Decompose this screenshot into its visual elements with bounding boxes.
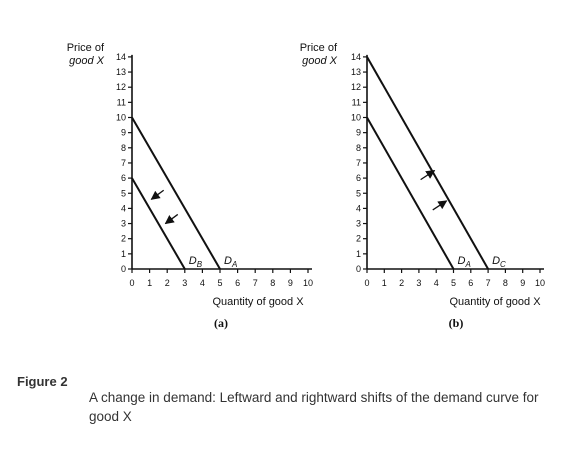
curve-label-sub: B xyxy=(197,260,203,269)
x-tick-label: 3 xyxy=(182,278,187,288)
shift-arrow xyxy=(150,189,165,200)
y-tick-label: 6 xyxy=(121,173,126,183)
x-tick-label: 10 xyxy=(303,278,313,288)
x-tick-label: 1 xyxy=(382,278,387,288)
x-tick-label: 4 xyxy=(434,278,439,288)
curve-label-main: D xyxy=(189,255,197,267)
y-tick-label: 8 xyxy=(356,143,361,153)
y-tick-label: 7 xyxy=(356,158,361,168)
y-tick-label: 11 xyxy=(117,97,126,107)
y-tick-label: 1 xyxy=(356,249,361,259)
curve-label-db: DB xyxy=(189,255,203,269)
shift-arrow xyxy=(164,213,179,225)
x-tick-label: 3 xyxy=(416,278,421,288)
y-axis-label-line2: good X xyxy=(69,55,105,67)
curve-label-main: D xyxy=(458,255,466,267)
y-tick-label: 0 xyxy=(121,264,126,274)
x-tick-label: 10 xyxy=(535,278,545,288)
y-tick-label: 3 xyxy=(121,219,126,229)
demand-curve-da xyxy=(131,116,221,270)
x-tick-label: 5 xyxy=(217,278,222,288)
x-tick-label: 6 xyxy=(468,278,473,288)
x-tick-label: 0 xyxy=(364,278,369,288)
y-tick-label: 8 xyxy=(121,143,126,153)
y-tick-label: 1 xyxy=(121,249,126,259)
curve-label-da: DA xyxy=(224,255,237,269)
x-tick-label: 2 xyxy=(399,278,404,288)
x-tick-label: 4 xyxy=(200,278,205,288)
x-axis-label: Quantity of good X xyxy=(212,296,304,308)
y-tick-label: 13 xyxy=(351,67,361,77)
curve-label-main: D xyxy=(492,255,500,267)
x-tick-label: 8 xyxy=(503,278,508,288)
y-tick-label: 6 xyxy=(356,173,361,183)
chart-panel-b: Price of good X Quantity of good X (b) 0… xyxy=(300,42,545,330)
y-tick-label: 4 xyxy=(121,203,126,213)
curve-label-sub: C xyxy=(500,260,506,269)
shift-arrow xyxy=(432,200,448,211)
y-tick-label: 10 xyxy=(351,113,361,123)
panel-label: (a) xyxy=(214,316,228,330)
y-tick-label: 3 xyxy=(356,219,361,229)
x-tick-label: 8 xyxy=(270,278,275,288)
demand-curve-dc xyxy=(366,56,489,270)
y-tick-label: 13 xyxy=(116,67,126,77)
curve-label-da: DA xyxy=(458,255,471,269)
y-tick-label: 10 xyxy=(116,113,126,123)
x-tick-label: 9 xyxy=(288,278,293,288)
chart-panel-a: Price of good X Quantity of good X (a) 0… xyxy=(67,42,313,330)
x-axis-label: Quantity of good X xyxy=(449,296,541,308)
demand-curve-db xyxy=(131,177,186,270)
x-tick-label: 7 xyxy=(253,278,258,288)
y-axis-label-line1: Price of xyxy=(67,42,105,54)
y-tick-label: 4 xyxy=(356,203,361,213)
y-tick-label: 9 xyxy=(356,128,361,138)
curve-label-sub: A xyxy=(464,260,470,269)
curve-label-main: D xyxy=(224,255,232,267)
x-tick-label: 0 xyxy=(129,278,134,288)
x-tick-label: 5 xyxy=(451,278,456,288)
y-tick-label: 12 xyxy=(116,82,126,92)
y-axis-label-line1: Price of xyxy=(300,42,338,54)
x-tick-label: 9 xyxy=(520,278,525,288)
figure-caption: A change in demand: Leftward and rightwa… xyxy=(89,390,539,424)
x-tick-label: 6 xyxy=(235,278,240,288)
y-tick-label: 14 xyxy=(351,52,361,62)
y-tick-label: 2 xyxy=(356,234,361,244)
y-axis-label-line2: good X xyxy=(302,55,338,67)
shift-arrow xyxy=(420,169,436,181)
x-tick-label: 7 xyxy=(486,278,491,288)
y-tick-label: 2 xyxy=(121,234,126,244)
y-tick-label: 12 xyxy=(351,82,361,92)
x-tick-label: 2 xyxy=(165,278,170,288)
curve-label-sub: A xyxy=(231,260,237,269)
figure-label: Figure 2 xyxy=(17,374,68,389)
x-tick-label: 1 xyxy=(147,278,152,288)
y-tick-label: 5 xyxy=(121,188,126,198)
y-tick-label: 14 xyxy=(116,52,126,62)
panel-label: (b) xyxy=(449,316,464,330)
demand-curve-da xyxy=(366,117,455,270)
y-tick-label: 9 xyxy=(121,128,126,138)
curve-label-dc: DC xyxy=(492,255,506,269)
y-tick-label: 7 xyxy=(121,158,126,168)
y-tick-label: 0 xyxy=(356,264,361,274)
y-tick-label: 5 xyxy=(356,188,361,198)
y-tick-label: 11 xyxy=(352,97,361,107)
